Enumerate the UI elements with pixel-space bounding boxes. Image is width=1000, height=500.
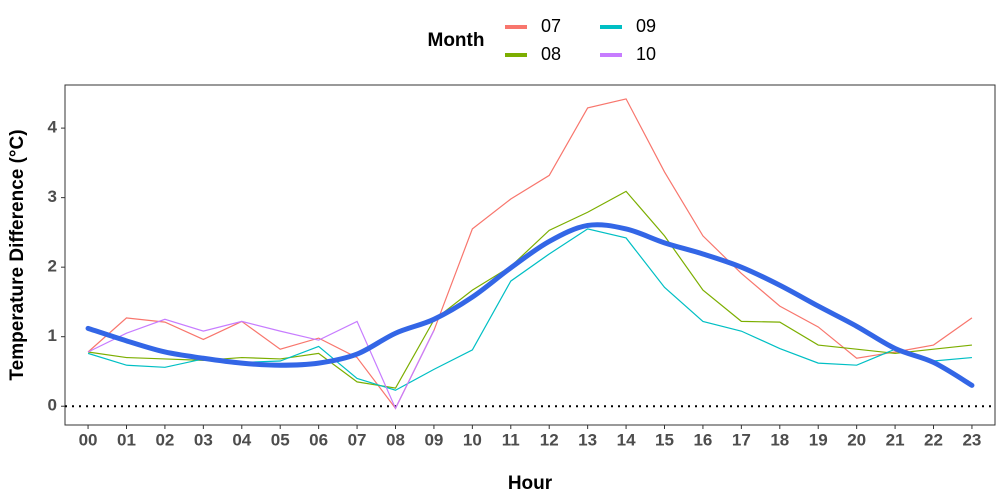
x-tick-label: 07 [348, 430, 367, 449]
plot-border [64, 84, 996, 426]
y-tick-label: 4 [48, 118, 58, 137]
x-tick-label: 16 [693, 430, 712, 449]
x-tick-label: 06 [309, 430, 328, 449]
legend-label: 10 [636, 44, 656, 64]
x-tick-label: 09 [424, 430, 443, 449]
x-tick-label: 00 [79, 430, 98, 449]
x-tick-label: 02 [155, 430, 174, 449]
y-tick-label: 0 [48, 396, 57, 415]
x-axis-title: Hour [508, 473, 553, 494]
x-tick-label: 13 [578, 430, 597, 449]
x-tick-label: 15 [655, 430, 674, 449]
x-tick-label: 10 [463, 430, 482, 449]
x-tick-label: 19 [809, 430, 828, 449]
legend-label: 07 [541, 16, 561, 36]
x-tick-label: 08 [386, 430, 405, 449]
y-tick-label: 2 [48, 257, 57, 276]
x-tick-label: 22 [924, 430, 943, 449]
y-tick-label: 1 [48, 326, 57, 345]
legend-label: 08 [541, 44, 561, 64]
x-tick-label: 11 [502, 430, 520, 449]
x-tick-label: 04 [232, 430, 251, 449]
series-line [87, 318, 435, 410]
x-tick-label: 14 [617, 430, 636, 449]
y-axis-title: Temperature Difference (°C) [7, 129, 28, 380]
x-tick-label: 01 [117, 430, 136, 449]
series-line [87, 98, 973, 410]
x-tick-label: 05 [271, 430, 290, 449]
x-tick-label: 23 [962, 430, 981, 449]
x-tick-label: 20 [847, 430, 866, 449]
series-line [87, 190, 973, 389]
legend-title: Month [428, 30, 485, 51]
trend-line [85, 222, 975, 388]
x-tick-label: 18 [770, 430, 789, 449]
x-tick-label: 21 [886, 430, 905, 449]
x-tick-label: 03 [194, 430, 213, 449]
x-tick-label: 12 [540, 430, 559, 449]
x-tick-label: 17 [732, 430, 751, 449]
y-tick-label: 3 [48, 187, 57, 206]
legend-label: 09 [636, 16, 656, 36]
